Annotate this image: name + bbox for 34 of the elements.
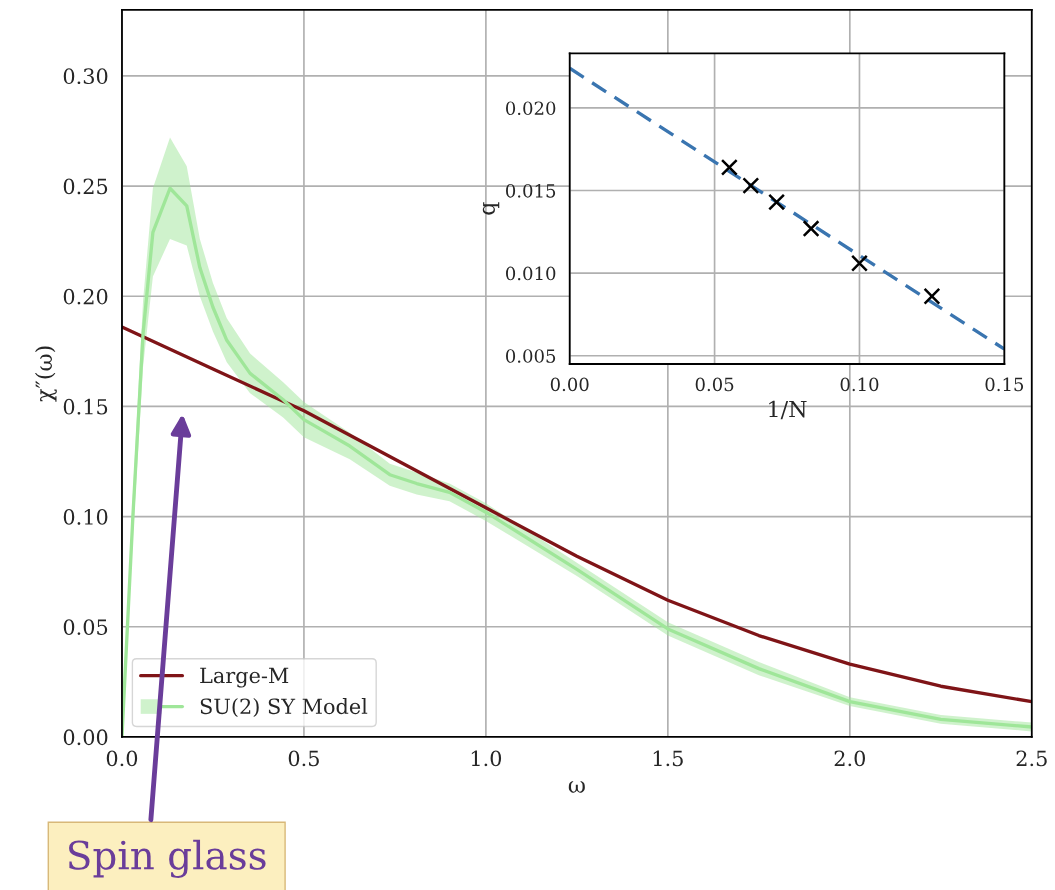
x-tick-label: 2.5 bbox=[1016, 750, 1047, 767]
y-axis-title: q bbox=[482, 202, 500, 215]
x-axis-title: 1/N bbox=[769, 400, 807, 420]
x-tick-label: 1.0 bbox=[471, 750, 502, 767]
point bbox=[802, 220, 820, 238]
legend-label: Large-M bbox=[200, 667, 289, 688]
legend-label: SU(2) SY Model bbox=[200, 698, 368, 718]
y-tick-label: 0.05 bbox=[63, 619, 108, 635]
y-tick-label: 0.010 bbox=[506, 266, 556, 281]
x-tick-label: 0.10 bbox=[840, 377, 879, 392]
x-axis-title: ω bbox=[568, 781, 585, 793]
x-tick-label: 0.00 bbox=[550, 377, 589, 392]
y-tick-label: 0.015 bbox=[506, 183, 556, 198]
text: Spin glass bbox=[69, 839, 266, 878]
x-tick-label: 0.5 bbox=[288, 750, 319, 767]
x-tick-label: 0.15 bbox=[985, 377, 1024, 392]
y-tick-label: 0.005 bbox=[506, 349, 556, 363]
y-tick-label: 0.30 bbox=[63, 68, 108, 85]
y-tick-label: 0.020 bbox=[506, 101, 556, 116]
point bbox=[720, 158, 738, 176]
x-tick-label: 2.0 bbox=[834, 750, 866, 767]
y-tick-label: 0.25 bbox=[63, 178, 108, 195]
point bbox=[923, 287, 941, 305]
point bbox=[742, 177, 760, 195]
y-tick-label: 0.15 bbox=[63, 398, 108, 415]
y-axis-title: χ″(ω) bbox=[35, 346, 57, 402]
x-tick-label: 0.0 bbox=[106, 750, 138, 767]
y-tick-label: 0.00 bbox=[63, 729, 108, 746]
x-tick-label: 1.5 bbox=[653, 750, 683, 767]
point bbox=[768, 193, 786, 211]
point bbox=[850, 254, 869, 272]
y-tick-label: 0.10 bbox=[63, 509, 108, 525]
y-tick-label: 0.20 bbox=[63, 288, 108, 305]
x-tick-label: 0.05 bbox=[695, 377, 734, 392]
